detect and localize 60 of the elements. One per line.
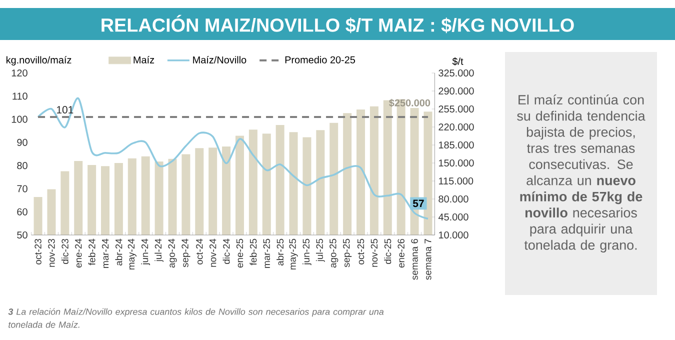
x-tick-label: feb-25 [250,238,257,266]
y2-tick-label: 185.000 [438,141,474,149]
x-tick-label: oct-24 [196,238,203,264]
y-tick-label: 110 [12,92,28,100]
y-tick-label: 50 [17,231,28,239]
y-tick-label: 120 [12,69,28,77]
y-tick-label: 60 [17,208,28,216]
x-tick-label: ago-25 [330,238,338,268]
legend-label: Promedio 20-25 [285,56,356,64]
x-tick-label: dic-23 [61,238,68,264]
line-series [37,98,429,220]
x-tick-label: jul-24 [154,238,164,262]
y2-tick-label: 255.000 [438,105,474,113]
x-tick-label: semana 7 [424,239,432,280]
x-tick-label: nov-23 [48,238,55,267]
y-tick-label: 100 [12,116,28,123]
x-tick-label: sep-24 [182,238,190,268]
y2-tick-label: 290.000 [438,87,474,95]
data-label: 101 [56,106,74,114]
y2-tick-label: 150.000 [438,159,474,167]
y-axis-title: kg.novillo/maíz [6,56,72,66]
y-tick-label: 70 [17,185,28,192]
text: 3 La relación Maíz/Novillo expresa cuantos kilos de Novillo son necesarios para comprar una tonelada de Maíz. [8,308,384,328]
x-tick-label: may-25 [289,238,298,270]
y-tick-label: 80 [17,162,28,170]
x-tick-label: mar-25 [263,238,270,268]
x-tick-label: sep-25 [343,238,352,268]
x-tick-label: ene-24 [75,238,82,268]
y2-tick-label: 10.000 [438,231,468,239]
x-tick-label: dic-24 [222,238,230,264]
y2-tick-label: 80.000 [438,195,468,203]
x-tick-label: dic-25 [384,238,392,264]
legend-label: Maíz [134,56,154,64]
x-tick-label: jun-24 [141,238,150,266]
x-tick-label: oct-23 [34,238,42,264]
y2-tick-label: 220.000 [438,123,474,131]
y2-tick-label: 115.000 [438,177,474,185]
text: El maíz continúa con su definida tendencia bajista de precios, tras tres semanas consecutivas. Se alcanza un nuevo mínimo de 57kg de novillo necesarios para adquirir una tonelada de grano. [517,94,646,252]
x-tick-label: abr-25 [276,238,284,266]
x-tick-label: feb-24 [88,238,96,266]
x-tick-label: ene-26 [398,238,404,268]
legend-label: Maíz/Novillo [193,56,246,64]
x-tick-label: oct-25 [357,238,364,264]
data-label: 57 [412,200,424,208]
y2-tick-label: 325.000 [438,69,474,77]
x-tick-label: ago-24 [168,238,177,268]
chart-title: RELACIÓN MAIZ/NOVILLO $/T MAIZ : $/KG NOVILLO [102,14,574,34]
data-label: $250.000 [389,98,430,108]
x-tick-label: may-24 [128,238,136,270]
x-tick-label: ene-25 [236,238,244,268]
x-tick-label: semana 6 [411,238,418,280]
y2-axis-title: $/t [452,57,464,66]
x-tick-label: abr-24 [115,238,122,266]
x-tick-label: jun-25 [302,238,312,266]
x-tick-label: mar-24 [102,238,109,268]
y2-tick-label: 45.000 [438,213,468,221]
x-tick-label: nov-25 [370,238,378,267]
x-tick-label: nov-24 [209,238,216,267]
x-tick-label: jul-25 [316,238,325,262]
y-tick-label: 90 [17,138,28,146]
